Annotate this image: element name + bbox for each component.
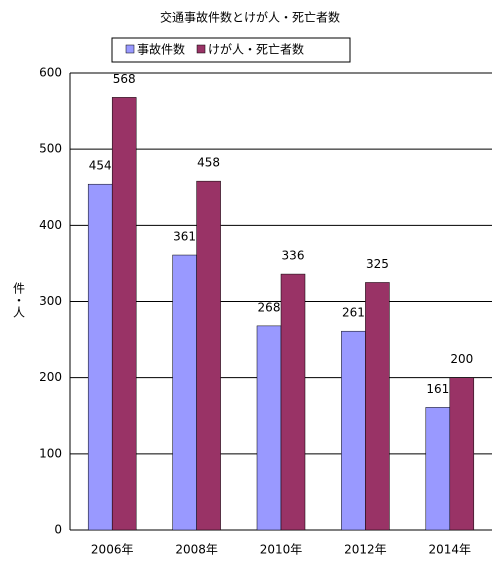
bar <box>280 273 306 531</box>
bar <box>425 407 451 531</box>
y-tick-label: 100 <box>39 446 62 460</box>
x-tick-label: 2010年 <box>260 543 303 557</box>
bar <box>256 325 282 531</box>
legend-swatch <box>125 44 135 54</box>
data-label: 325 <box>366 257 389 271</box>
x-tick-label: 2012年 <box>344 543 387 557</box>
bar <box>111 97 137 531</box>
data-label: 454 <box>89 159 112 173</box>
y-tick-label: 400 <box>39 218 62 232</box>
bar <box>341 330 366 531</box>
data-label: 458 <box>197 156 220 170</box>
legend-label: けが人・死亡者数 <box>208 42 304 57</box>
legend-label: 事故件数 <box>137 42 185 57</box>
y-tick-label: 0 <box>54 523 62 537</box>
x-tick-label: 2008年 <box>175 543 218 557</box>
data-label: 200 <box>450 352 473 366</box>
y-tick-label: 300 <box>39 294 62 308</box>
y-tick-label: 500 <box>39 142 62 156</box>
x-tick-label: 2014年 <box>429 543 472 557</box>
bar <box>449 377 475 531</box>
data-label: 161 <box>426 382 449 396</box>
bar <box>196 180 221 531</box>
bar <box>87 183 113 531</box>
legend-swatch <box>196 44 206 54</box>
data-label: 261 <box>342 306 365 320</box>
y-tick-label: 600 <box>39 66 62 80</box>
chart-title: 交通事故件数とけが人・死亡者数 <box>160 10 340 25</box>
y-axis-label: 件・人 <box>12 282 26 318</box>
x-tick-label: 2006年 <box>91 543 134 557</box>
data-label: 268 <box>258 300 281 314</box>
legend-box <box>111 37 351 63</box>
bar <box>365 282 390 531</box>
data-label: 568 <box>113 72 136 86</box>
data-label: 361 <box>173 230 196 244</box>
data-label: 336 <box>282 249 305 263</box>
y-tick-label: 200 <box>39 370 62 384</box>
bar <box>172 254 197 531</box>
